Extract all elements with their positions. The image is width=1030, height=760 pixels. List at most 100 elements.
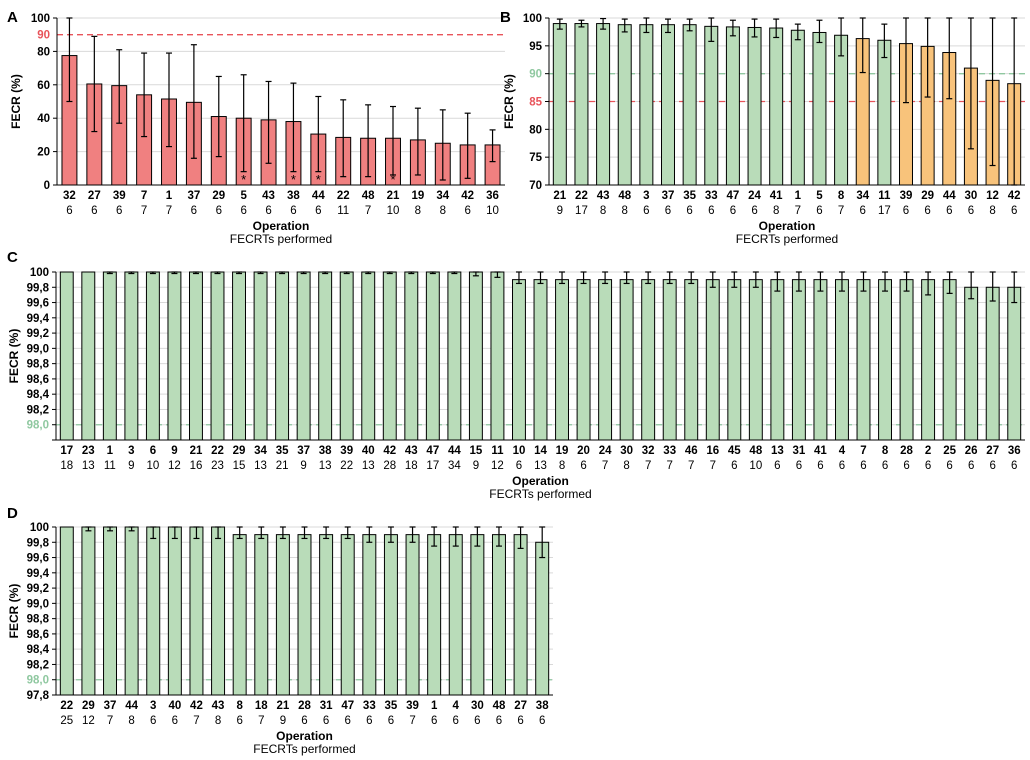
bar (878, 279, 892, 441)
x-fecrt-label: 6 (730, 205, 736, 217)
x-category-label: 15 (470, 445, 483, 457)
y-tick-label: 99,0 (27, 343, 49, 355)
x-fecrt-label: 6 (191, 205, 197, 217)
x-category-label: 43 (262, 190, 275, 202)
x-fecrt-label: 6 (924, 205, 930, 217)
bar (124, 526, 139, 696)
bar (167, 271, 182, 441)
x-category-label: 20 (577, 445, 590, 457)
x-category-label: 22 (211, 445, 224, 457)
x-category-label: 1 (795, 190, 802, 202)
x-category-label: 35 (683, 190, 696, 202)
x-category-label: 40 (168, 700, 181, 712)
x-fecrt-label: 6 (236, 715, 242, 727)
x-axis-subtitle: FECRTs performed (736, 232, 838, 246)
bar (1007, 286, 1022, 441)
bar (727, 279, 742, 441)
x-category-label: 23 (82, 445, 95, 457)
x-fecrt-label: 6 (539, 715, 545, 727)
bar (790, 29, 805, 186)
x-fecrt-label: 6 (731, 460, 737, 472)
x-fecrt-label: 6 (516, 460, 522, 472)
x-category-label: 29 (82, 700, 95, 712)
x-fecrt-label: 9 (280, 715, 286, 727)
x-category-label: 21 (553, 190, 566, 202)
x-fecrt-label: 7 (645, 460, 651, 472)
bar (596, 23, 611, 186)
x-fecrt-label: 10 (749, 460, 762, 472)
x-category-label: 36 (1008, 445, 1021, 457)
bar (340, 534, 355, 696)
x-category-label: 34 (856, 190, 869, 202)
x-fecrt-label: 8 (559, 460, 565, 472)
bar (382, 271, 397, 441)
y-tick-label: 98,6 (27, 629, 49, 641)
x-fecrt-label: 7 (258, 715, 264, 727)
x-fecrt-label: 8 (622, 205, 628, 217)
x-category-label: 12 (986, 190, 999, 202)
x-fecrt-label: 8 (128, 715, 134, 727)
x-fecrt-label: 8 (773, 205, 779, 217)
bar (167, 526, 182, 696)
bar (448, 534, 463, 696)
bar (769, 27, 784, 186)
x-axis-subtitle: FECRTs performed (230, 232, 332, 246)
y-tick-label: 70 (529, 180, 542, 192)
x-category-label: 44 (448, 445, 461, 457)
x-category-label: 38 (287, 190, 300, 202)
x-fecrt-label: 17 (878, 205, 891, 217)
bar (598, 279, 613, 441)
panel-a: A 0 20 40 60 80 100 90 32 6 27 6 39 6 7 7 1 7 37 6 29 6 5 6 43 6 3… (7, 9, 505, 246)
x-category-label: 31 (793, 445, 806, 457)
x-fecrt-label: 10 (486, 205, 499, 217)
y-tick-label: 85 (529, 97, 542, 109)
y-tick-label: 100 (30, 267, 49, 279)
y-tick-label: 98,2 (27, 404, 49, 416)
x-category-label: 42 (461, 190, 474, 202)
x-category-label: 3 (643, 190, 649, 202)
x-category-label: 22 (337, 190, 350, 202)
bar (339, 271, 354, 441)
x-category-label: 47 (426, 445, 439, 457)
x-category-label: 43 (597, 190, 610, 202)
x-category-label: 8 (838, 190, 845, 202)
x-category-label: 1 (107, 445, 114, 457)
x-fecrt-label: 7 (107, 715, 113, 727)
bar (491, 534, 506, 696)
x-fecrt-label: 6 (517, 715, 523, 727)
x-fecrt-label: 7 (666, 460, 672, 472)
bar (748, 279, 763, 441)
y-tick-label: 80 (37, 46, 50, 58)
x-fecrt-label: 22 (340, 460, 353, 472)
x-category-label: 3 (128, 445, 134, 457)
x-category-label: 11 (878, 190, 891, 202)
bar (684, 279, 699, 441)
x-category-label: 42 (383, 445, 396, 457)
y-tick-label: 100 (523, 13, 542, 25)
y-tick-label: 75 (529, 152, 542, 164)
y-tick-label: 80 (529, 124, 542, 136)
x-fecrt-label: 9 (557, 205, 563, 217)
y-tick-label: 99,6 (27, 298, 49, 310)
panel-d: D 97,8 98,0 98,2 98,4 98,6 98,8 99,0 99,2 99,4 99,… (7, 505, 553, 756)
bar (81, 526, 96, 696)
x-category-label: 4 (453, 700, 460, 712)
x-fecrt-label: 6 (946, 205, 952, 217)
x-fecrt-label: 6 (388, 715, 394, 727)
x-category-label: 8 (236, 700, 243, 712)
x-fecrt-label: 25 (60, 715, 73, 727)
x-fecrt-label: 10 (387, 205, 400, 217)
x-category-label: 43 (212, 700, 225, 712)
x-category-label: 37 (187, 190, 200, 202)
x-category-label: 24 (748, 190, 761, 202)
x-fecrt-label: 9 (473, 460, 479, 472)
bar (985, 286, 1000, 441)
bar (319, 534, 334, 696)
x-fecrt-label: 6 (968, 460, 974, 472)
x-fecrt-label: 18 (405, 460, 418, 472)
bar (705, 279, 720, 441)
x-fecrt-label: 11 (337, 205, 349, 217)
x-fecrt-label: 18 (60, 460, 73, 472)
bar (447, 271, 462, 441)
x-fecrt-label: 15 (233, 460, 246, 472)
